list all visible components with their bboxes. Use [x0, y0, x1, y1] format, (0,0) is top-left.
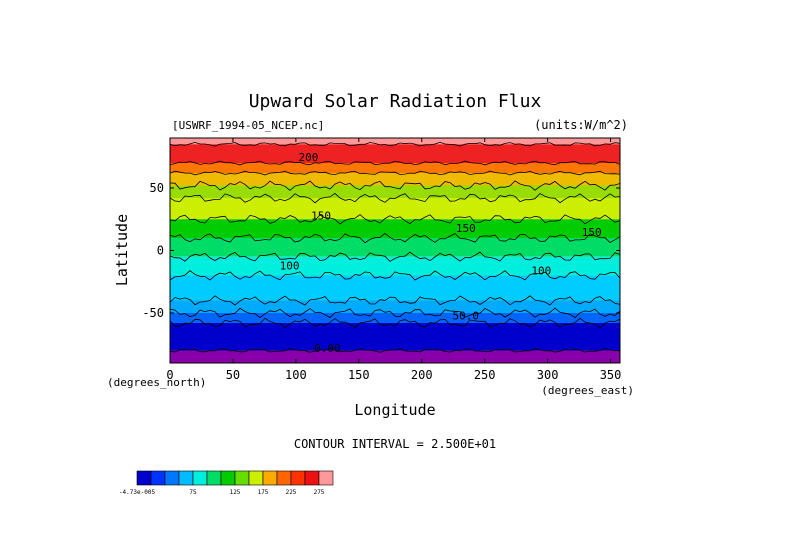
heatmap-band — [170, 350, 620, 363]
colorbar-tick-label: 175 — [258, 489, 269, 496]
plot-area: 200 150 150 150 100 100 50.0 0.00 0 50 100 150 200 25… — [142, 137, 622, 382]
heatmap-band — [170, 313, 620, 323]
colorbar-swatch — [136, 470, 152, 486]
contour-label: 150 — [582, 226, 602, 239]
contour-line — [170, 214, 620, 225]
x-tick-label: 0 — [166, 368, 173, 382]
contour-label: 100 — [280, 260, 300, 273]
x-tick-label: 100 — [285, 368, 307, 382]
heatmap-band — [170, 275, 620, 301]
heatmap-band — [170, 163, 620, 173]
contour-line — [170, 192, 620, 204]
colorbar-tick-label: 125 — [230, 489, 241, 496]
heatmap-field — [170, 138, 620, 363]
source-label: [USWRF_1994-05_NCEP.nc] — [172, 119, 324, 132]
chart-title: Upward Solar Radiation Flux — [249, 91, 542, 112]
y-tick-label: -50 — [142, 306, 164, 320]
contour-line — [170, 270, 620, 281]
colorbar-tick-label: 75 — [189, 489, 197, 496]
heatmap-band — [170, 144, 620, 163]
units-label: (units:W/m^2) — [534, 118, 628, 132]
x-unit-label: (degrees_east) — [541, 384, 634, 397]
contour-label: 150 — [456, 222, 476, 235]
contour-line — [170, 307, 620, 319]
x-tick-label: 350 — [600, 368, 622, 382]
heatmap-band — [170, 185, 620, 198]
contour-label: 50.0 — [453, 310, 480, 323]
heatmap-band — [170, 238, 620, 257]
contour-line — [170, 348, 620, 353]
contour-line — [170, 317, 620, 329]
colorbar-swatch — [234, 470, 250, 486]
heatmap-band — [170, 300, 620, 313]
heatmap-band — [170, 256, 620, 276]
colorbar-swatch — [220, 470, 236, 486]
heatmap-band — [170, 138, 620, 145]
contour-line — [170, 180, 620, 191]
heatmap-band — [170, 219, 620, 238]
colorbar-swatch — [276, 470, 292, 486]
heatmap-band — [170, 198, 620, 220]
colorbar: -4.73e-005 75 125 175 225 275 — [119, 470, 334, 496]
x-tick-label: 150 — [348, 368, 370, 382]
x-tick-label: 200 — [411, 368, 433, 382]
contour-label: 0.00 — [314, 342, 341, 355]
colorbar-swatch — [248, 470, 264, 486]
colorbar-tick-label: 225 — [286, 489, 297, 496]
contour-interval-label: CONTOUR INTERVAL = 2.500E+01 — [294, 437, 496, 451]
contour-line — [170, 251, 620, 262]
contour-label: 200 — [299, 151, 319, 164]
heatmap-band — [170, 323, 620, 351]
x-tick-label: 50 — [226, 368, 240, 382]
colorbar-swatch — [290, 470, 306, 486]
heatmap-band — [170, 173, 620, 186]
contour-line — [170, 232, 620, 244]
contour-line — [170, 295, 620, 306]
contour-line — [170, 141, 620, 147]
y-tick-label: 0 — [157, 244, 164, 258]
colorbar-tick-label: 275 — [314, 489, 325, 496]
colorbar-swatch — [178, 470, 194, 486]
contour-line — [170, 160, 620, 166]
colorbar-swatch — [304, 470, 320, 486]
contour-line — [170, 170, 620, 176]
x-axis-label: Longitude — [354, 401, 435, 419]
contour-label: 100 — [531, 265, 551, 278]
colorbar-swatch — [164, 470, 180, 486]
colorbar-tick-label: -4.73e-005 — [119, 489, 156, 496]
colorbar-swatch — [150, 470, 166, 486]
colorbar-swatch — [318, 470, 334, 486]
y-tick-label: 50 — [150, 181, 164, 195]
y-axis-label: Latitude — [113, 214, 131, 286]
colorbar-swatch — [206, 470, 222, 486]
x-tick-label: 300 — [537, 368, 559, 382]
colorbar-swatch — [262, 470, 278, 486]
contour-label: 150 — [311, 210, 331, 223]
y-unit-label: (degrees_north) — [107, 376, 206, 389]
x-tick-label: 250 — [474, 368, 496, 382]
colorbar-swatch — [192, 470, 208, 486]
